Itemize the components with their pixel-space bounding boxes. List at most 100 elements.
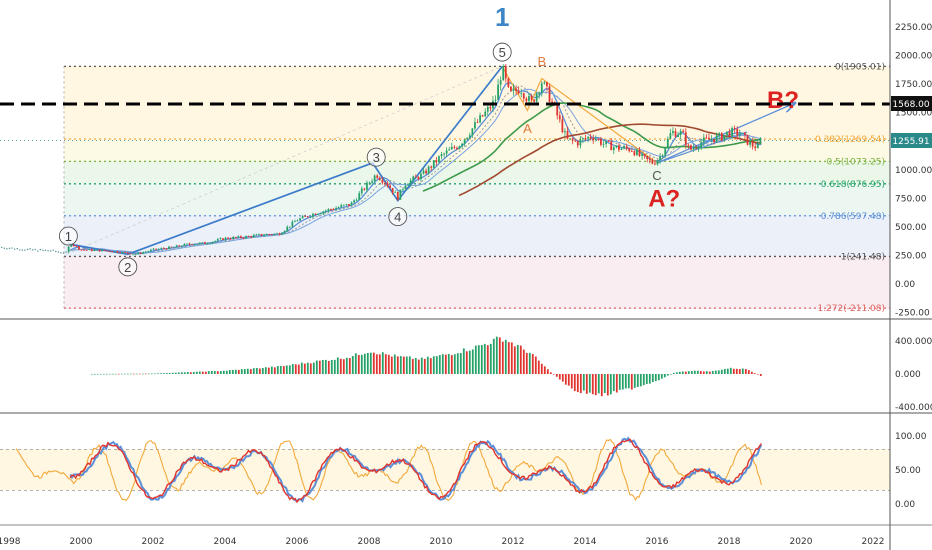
x-tick-label: 2000 (70, 537, 93, 547)
macd-bar (741, 368, 744, 374)
x-tick-label: 2010 (430, 537, 453, 547)
fib-level-label: 1(241.48) (841, 252, 885, 262)
candle-body (718, 133, 721, 136)
macd-bar (591, 374, 594, 395)
candle-body (103, 249, 106, 251)
macd-bar (672, 372, 675, 374)
candle-body (612, 147, 615, 151)
candle-body (101, 249, 103, 252)
candle-body (234, 236, 237, 238)
macd-bar (240, 369, 243, 374)
candle-body (78, 246, 80, 250)
macd-bar (456, 353, 459, 374)
candle-body (708, 137, 710, 140)
ma-long-brown (458, 123, 762, 197)
candle-body (574, 140, 577, 142)
candle-body (726, 131, 728, 135)
macd-bar (321, 359, 324, 374)
ma-mid (70, 85, 762, 254)
macd-bar (660, 374, 663, 379)
macd-bar (510, 342, 513, 374)
candle-body (304, 216, 307, 217)
macd-bar (330, 359, 333, 374)
candle-body (522, 93, 525, 99)
macd-bar (99, 373, 102, 375)
macd-bar (486, 345, 489, 374)
candle-body (556, 104, 559, 116)
wave-label-3: 3 (366, 147, 386, 167)
candle-body (96, 249, 98, 251)
macd-bar (588, 374, 591, 393)
macd-bar (171, 372, 174, 374)
macd-bar (360, 354, 363, 374)
macd-bar (210, 371, 213, 374)
macd-bar (126, 373, 129, 375)
candle-body (646, 156, 649, 160)
macd-bar (675, 372, 678, 374)
candle-body (659, 156, 661, 161)
macd-bar (477, 345, 480, 374)
candle-body (124, 252, 127, 253)
svg-text:3: 3 (373, 150, 380, 165)
candle-body (389, 185, 391, 189)
macd-bar (507, 342, 510, 374)
candle-body (507, 78, 510, 87)
candle-body (404, 185, 407, 189)
candle-body (165, 248, 168, 250)
candle-body (345, 204, 348, 205)
fib-trend-line (66, 66, 503, 255)
candle-body (198, 242, 201, 244)
candle-body (486, 106, 489, 112)
stochastic-band (0, 449, 890, 490)
macd-bar (285, 365, 288, 374)
candle-body (240, 236, 242, 238)
macd-bar (579, 374, 582, 394)
candle-body (186, 243, 188, 245)
price-point (37, 250, 39, 252)
macd-bar (135, 373, 138, 375)
svg-text:5: 5 (499, 45, 506, 60)
candle-body (191, 244, 193, 245)
candle-body (306, 216, 309, 217)
candle-body (589, 136, 592, 139)
candle-body (427, 166, 430, 174)
candle-body (196, 243, 199, 245)
macd-bar (441, 354, 444, 374)
candle-body (301, 216, 304, 219)
corrective-label: C (652, 168, 661, 183)
macd-bar (288, 365, 291, 374)
candle-body (651, 160, 654, 164)
macd-bar (666, 374, 669, 376)
macd-bar (435, 356, 438, 374)
macd-bar (261, 367, 264, 374)
candle-body (85, 249, 88, 251)
candle-body (409, 180, 412, 185)
macd-bar (453, 354, 456, 374)
stoch-fast-line (15, 438, 762, 502)
candle-body (720, 133, 723, 141)
y-tick-label: -250.00 (895, 309, 930, 319)
macd-bar (351, 356, 354, 374)
fib-level-label: 0.618(876.95) (821, 180, 885, 190)
macd-bar (282, 366, 285, 374)
wave-label-2: 2 (118, 257, 138, 277)
candle-body (687, 145, 690, 146)
x-tick-label: 2020 (790, 537, 813, 547)
candle-body (597, 139, 600, 140)
candle-body (386, 183, 389, 186)
candle-body (237, 236, 240, 238)
macd-bar (93, 373, 96, 375)
candle-body (510, 86, 512, 91)
candle-body (314, 213, 317, 215)
macd-bar (630, 374, 633, 390)
macd-bar (624, 374, 627, 389)
candle-body (291, 221, 294, 227)
candle-body (142, 252, 145, 254)
macd-bar (738, 369, 741, 374)
candle-body (193, 244, 196, 246)
candle-body (219, 238, 222, 240)
x-tick-label: 2014 (574, 537, 597, 547)
candle-body (286, 226, 289, 231)
candle-body (450, 146, 453, 150)
